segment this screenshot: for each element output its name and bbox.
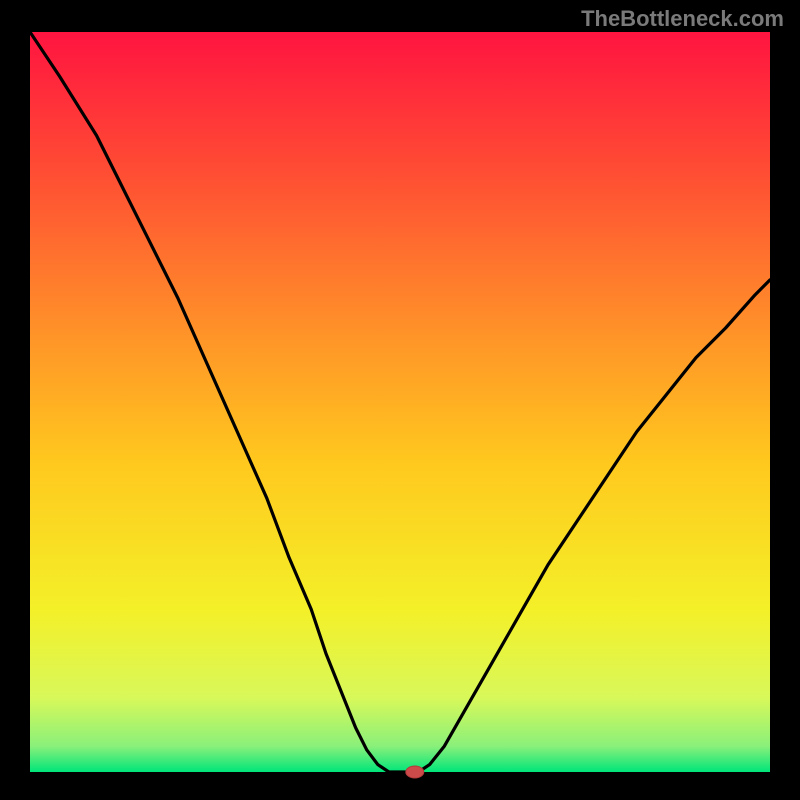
watermark-text: TheBottleneck.com (581, 6, 784, 32)
chart-container: TheBottleneck.com (0, 0, 800, 800)
bottleneck-marker (406, 766, 424, 778)
bottleneck-chart (0, 0, 800, 800)
